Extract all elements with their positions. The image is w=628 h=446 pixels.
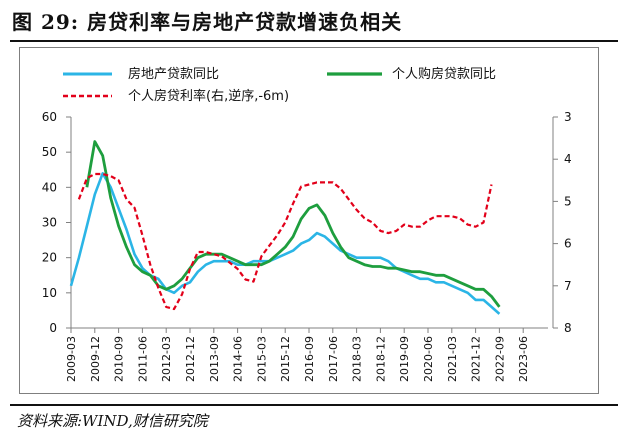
y-left-tick-label: 0 [49, 321, 57, 335]
x-tick-label: 2012-03 [160, 336, 173, 382]
x-tick-label: 2017-06 [327, 336, 340, 382]
source-rule [10, 404, 618, 406]
y-left-tick-label: 30 [42, 216, 57, 230]
chart-series [69, 140, 501, 315]
y-left-tick-label: 20 [42, 251, 57, 265]
x-tick-label: 2021-12 [470, 336, 483, 382]
source-note: 资料来源:WIND,财信研究院 [17, 412, 208, 430]
x-tick-label: 2022-09 [493, 336, 506, 382]
y-right-tick-label: 3 [564, 110, 572, 124]
chart-frame [19, 47, 599, 394]
legend-label: 房地产贷款同比 [128, 66, 219, 82]
y-right-tick-label: 4 [564, 152, 572, 166]
x-tick-label: 2019-09 [398, 336, 411, 382]
x-tick-label: 2020-06 [422, 336, 435, 382]
series-real-estate-loan [69, 172, 501, 315]
title-rule [10, 40, 618, 42]
x-tick-label: 2013-09 [208, 336, 221, 382]
series-mortgage-rate [77, 172, 493, 311]
y-left-tick-label: 60 [42, 110, 57, 124]
chart-title: 图 29: 房贷利率与房地产贷款增速负相关 [12, 10, 403, 34]
x-tick-label: 2009-03 [65, 336, 78, 382]
x-tick-label: 2014-06 [232, 336, 245, 382]
y-right-tick-label: 6 [564, 237, 572, 251]
x-tick-label: 2012-12 [184, 336, 197, 382]
x-tick-label: 2015-03 [255, 336, 268, 382]
x-tick-label: 2015-12 [279, 336, 292, 382]
series-mortgage-loan [85, 140, 501, 308]
y-right-tick-label: 7 [564, 279, 572, 293]
y-left-tick-label: 50 [42, 145, 57, 159]
y-right-tick-label: 5 [564, 194, 572, 208]
legend-label: 个人购房贷款同比 [392, 66, 496, 82]
x-tick-label: 2009-12 [89, 336, 102, 382]
y-left-tick-label: 10 [42, 286, 57, 300]
y-right-tick-label: 8 [564, 321, 572, 335]
x-tick-label: 2010-09 [113, 336, 126, 382]
y-left-tick-label: 40 [42, 180, 57, 194]
x-tick-label: 2011-06 [136, 336, 149, 382]
x-tick-label: 2016-09 [303, 336, 316, 382]
chart-axes: 0 10 20 30 40 50 60 3 4 5 6 7 8 2009-03 2009-12 2010-09… [42, 110, 572, 382]
legend-label: 个人房贷利率(右,逆序,-6m) [128, 88, 289, 104]
x-tick-label: 2023-06 [517, 336, 530, 382]
x-tick-label: 2018-03 [351, 336, 364, 382]
x-tick-label: 2021-03 [446, 336, 459, 382]
x-tick-label: 2018-12 [374, 336, 387, 382]
